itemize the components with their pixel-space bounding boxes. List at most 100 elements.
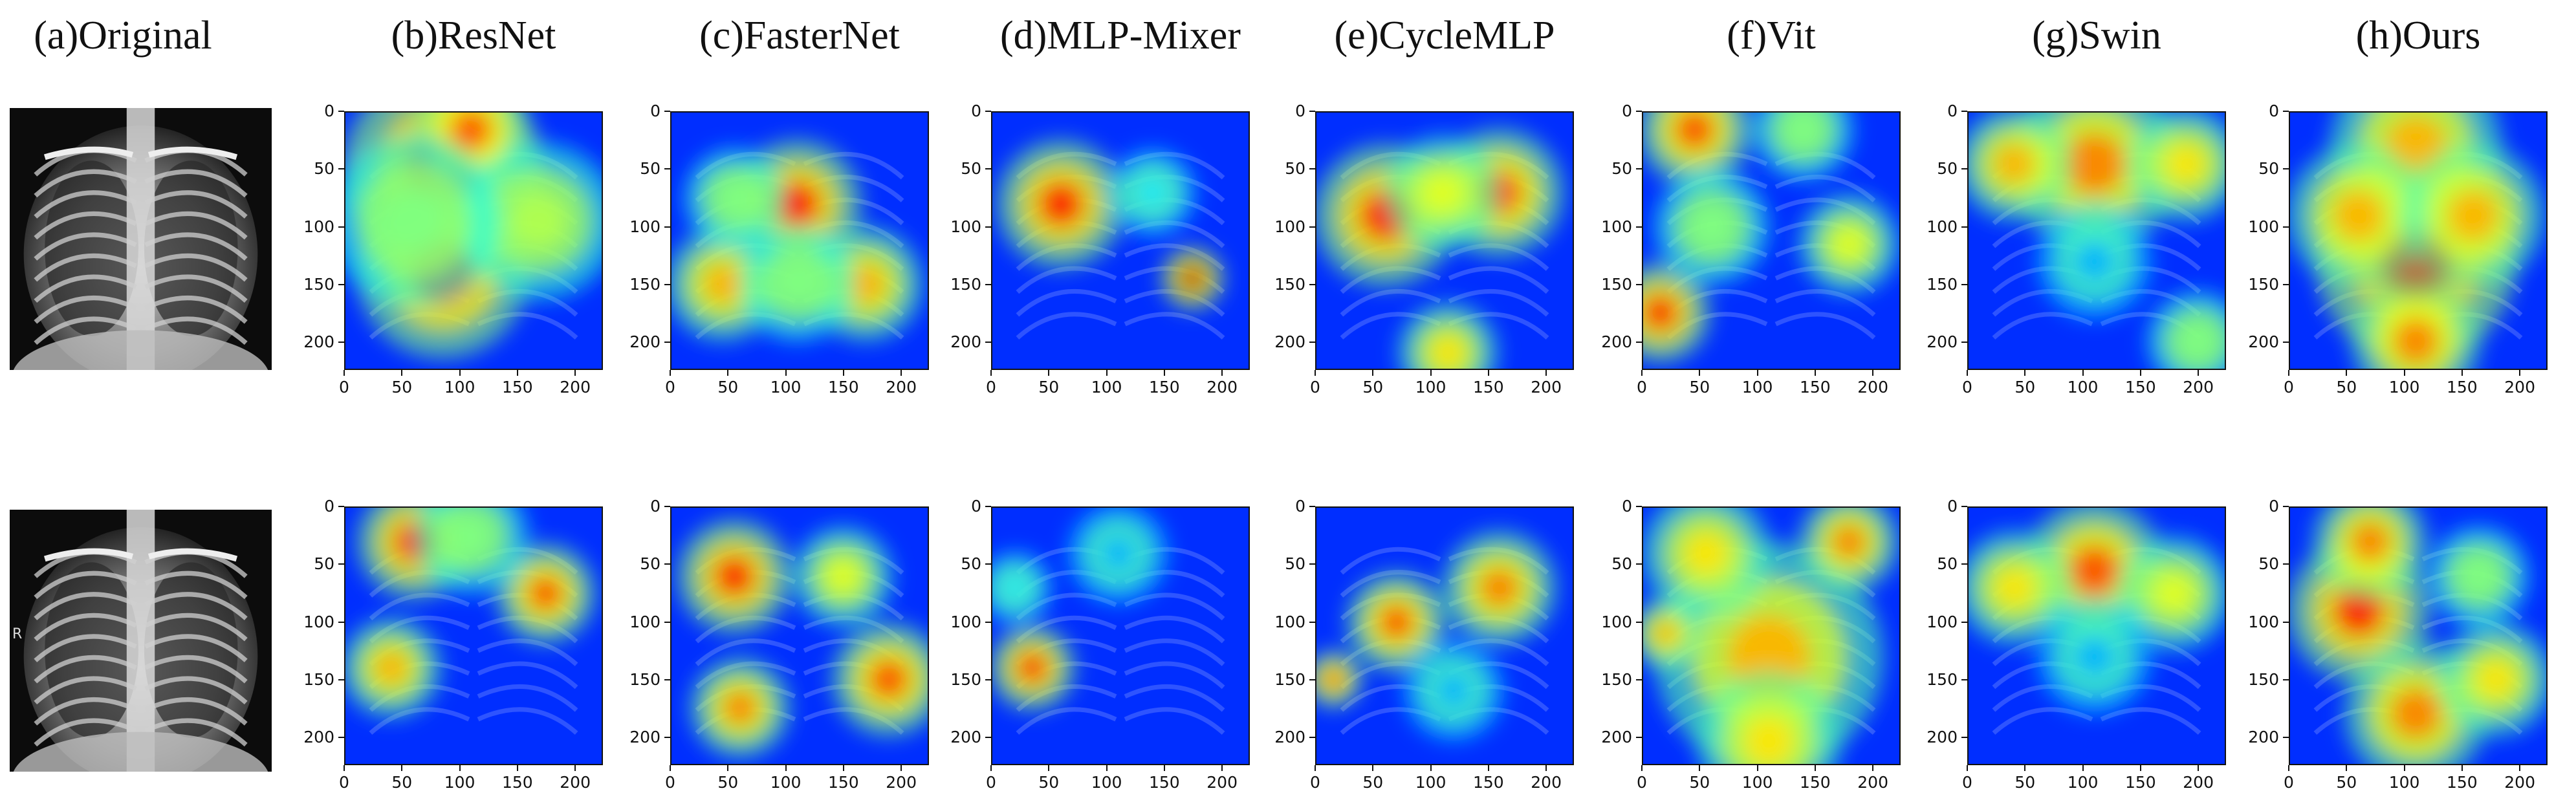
x-tick-mark xyxy=(785,765,787,771)
y-tick-mark xyxy=(338,283,344,285)
y-tick-label: 0 xyxy=(2269,497,2279,516)
heatmap-cyclemlp-row1 xyxy=(1315,111,1574,370)
y-tick-label: 0 xyxy=(650,497,660,516)
x-tick-label: 0 xyxy=(1637,378,1647,397)
x-tick-mark xyxy=(901,765,902,771)
xray-side-marker: R xyxy=(12,626,23,642)
x-tick-mark xyxy=(459,765,461,771)
y-tick-mark xyxy=(338,111,344,112)
heatmap-fasternet-row2 xyxy=(670,506,929,765)
x-tick-label: 200 xyxy=(886,378,917,397)
y-tick-label: 100 xyxy=(1601,217,1632,236)
y-tick-label: 100 xyxy=(1274,612,1305,631)
y-tick-label: 50 xyxy=(1611,159,1632,179)
x-tick-mark xyxy=(1699,370,1701,376)
y-tick-label: 50 xyxy=(1937,159,1958,179)
y-tick-label: 200 xyxy=(1927,728,1958,747)
y-tick-label: 0 xyxy=(1295,102,1305,120)
y-tick-label: 200 xyxy=(2248,332,2279,352)
x-tick-label: 50 xyxy=(391,378,413,397)
x-tick-mark xyxy=(1315,370,1316,376)
heatmap-ours-row1 xyxy=(2289,111,2548,370)
x-tick-mark xyxy=(842,765,844,771)
x-tick-label: 50 xyxy=(2336,773,2357,792)
y-tick-mark xyxy=(1636,226,1642,228)
x-tick-mark xyxy=(344,370,345,376)
x-tick-label: 50 xyxy=(717,378,739,397)
y-tick-label: 200 xyxy=(1274,332,1305,352)
y-tick-mark xyxy=(2283,563,2289,565)
x-tick-mark xyxy=(1872,765,1874,771)
y-tick-mark xyxy=(1636,679,1642,680)
x-tick-label: 200 xyxy=(1857,773,1888,792)
x-tick-label: 200 xyxy=(1206,378,1238,397)
x-tick-mark xyxy=(1872,370,1874,376)
y-tick-label: 0 xyxy=(650,102,660,120)
heatmap-mlpmixer-row1 xyxy=(991,111,1250,370)
y-tick-mark xyxy=(1309,679,1315,680)
y-tick-label: 150 xyxy=(303,669,334,689)
y-tick-label: 50 xyxy=(640,554,660,574)
x-tick-mark xyxy=(2198,370,2199,376)
y-tick-label: 50 xyxy=(961,554,981,574)
x-tick-mark xyxy=(2082,370,2084,376)
y-tick-mark xyxy=(338,737,344,739)
y-tick-mark xyxy=(1309,563,1315,565)
y-tick-mark xyxy=(985,342,991,343)
y-tick-mark xyxy=(338,342,344,343)
y-tick-mark xyxy=(2283,679,2289,680)
y-tick-label: 100 xyxy=(303,612,334,631)
y-tick-label: 100 xyxy=(629,217,660,236)
y-tick-label: 0 xyxy=(1622,102,1632,120)
y-tick-mark xyxy=(985,111,991,112)
y-tick-mark xyxy=(985,168,991,170)
x-tick-label: 200 xyxy=(1531,773,1562,792)
x-tick-label: 50 xyxy=(391,773,413,792)
x-tick-label: 0 xyxy=(1637,773,1647,792)
x-tick-mark xyxy=(401,765,403,771)
x-tick-label: 150 xyxy=(501,378,533,397)
y-tick-label: 50 xyxy=(2258,159,2279,179)
y-tick-label: 100 xyxy=(1601,612,1632,631)
y-tick-label: 0 xyxy=(1295,497,1305,516)
x-tick-mark xyxy=(401,370,403,376)
x-tick-mark xyxy=(2519,765,2521,771)
x-tick-label: 0 xyxy=(665,773,675,792)
x-tick-mark xyxy=(2288,370,2289,376)
x-tick-mark xyxy=(1221,370,1223,376)
x-tick-mark xyxy=(2461,370,2463,376)
x-tick-label: 150 xyxy=(1799,378,1831,397)
chest-xray-image-row1 xyxy=(10,108,272,370)
x-tick-mark xyxy=(1372,765,1374,771)
column-title-fasternet: (c)FasterNet xyxy=(699,14,900,58)
y-tick-mark xyxy=(1961,342,1967,343)
x-tick-label: 100 xyxy=(2067,378,2099,397)
y-tick-mark xyxy=(2283,226,2289,228)
y-tick-label: 200 xyxy=(950,728,981,747)
y-tick-label: 200 xyxy=(303,728,334,747)
y-tick-mark xyxy=(1309,111,1315,112)
x-tick-label: 0 xyxy=(1310,378,1320,397)
y-tick-label: 100 xyxy=(1927,217,1958,236)
x-tick-mark xyxy=(1221,765,1223,771)
y-tick-mark xyxy=(1636,737,1642,739)
heatmap-mlpmixer-row2 xyxy=(991,506,1250,765)
y-tick-mark xyxy=(1961,737,1967,739)
x-tick-mark xyxy=(516,370,518,376)
x-tick-mark xyxy=(842,370,844,376)
y-tick-mark xyxy=(1636,563,1642,565)
y-tick-mark xyxy=(2283,111,2289,112)
x-tick-label: 0 xyxy=(1962,773,1972,792)
y-tick-label: 150 xyxy=(1927,274,1958,294)
x-tick-label: 50 xyxy=(1689,773,1710,792)
y-tick-mark xyxy=(664,342,670,343)
y-tick-label: 0 xyxy=(324,497,334,516)
y-tick-label: 0 xyxy=(971,497,981,516)
y-tick-label: 150 xyxy=(2248,274,2279,294)
y-tick-mark xyxy=(338,506,344,507)
y-tick-label: 0 xyxy=(1622,497,1632,516)
x-tick-label: 150 xyxy=(501,773,533,792)
y-tick-mark xyxy=(664,506,670,507)
x-tick-label: 200 xyxy=(1206,773,1238,792)
y-tick-label: 200 xyxy=(629,728,660,747)
